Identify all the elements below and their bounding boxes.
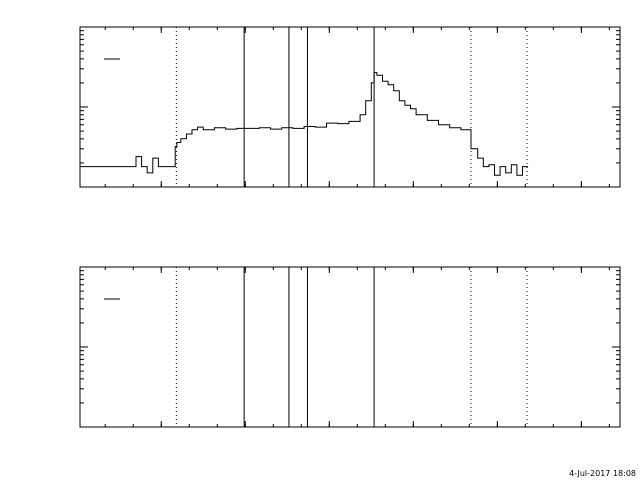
plot-frame [79, 266, 621, 428]
hi-panel [79, 266, 621, 428]
plot-frame [79, 26, 621, 188]
series-line-0 [80, 72, 529, 176]
lo-panel [79, 26, 621, 188]
timestamp: 4-Jul-2017 18:08 [569, 469, 636, 478]
